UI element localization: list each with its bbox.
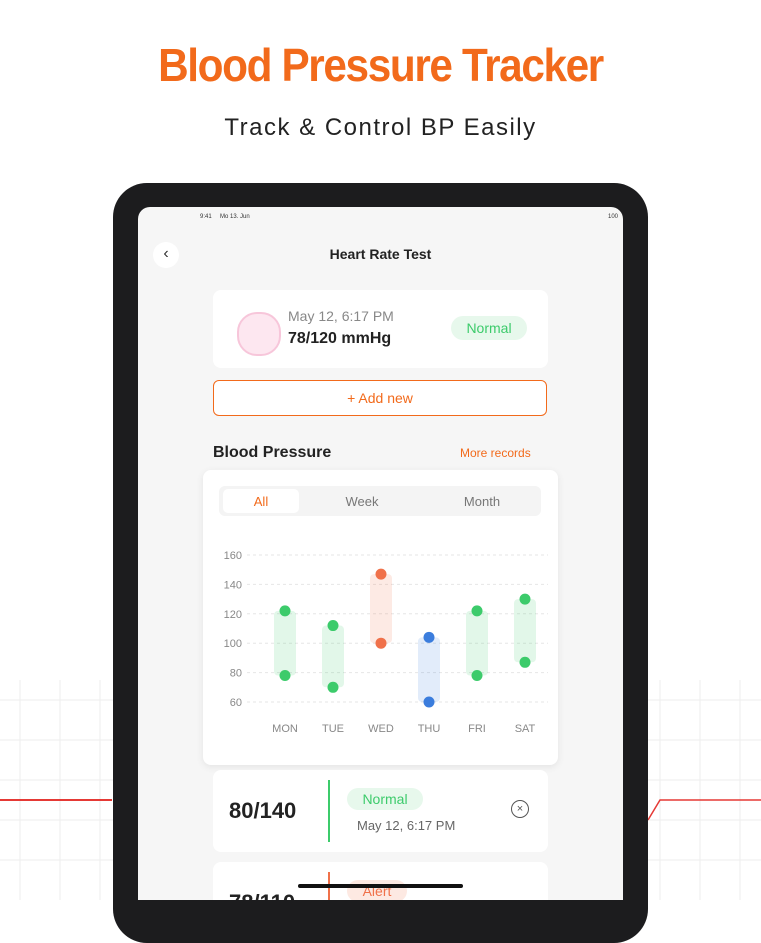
tab[interactable]: Week xyxy=(345,494,379,509)
nav-title: Heart Rate Test xyxy=(329,246,432,262)
latest-reading: 78/120 mmHg xyxy=(288,330,392,347)
y-tick-label: 120 xyxy=(224,609,242,621)
record-card: 78/110 Alert xyxy=(213,862,548,900)
range-bar xyxy=(274,610,296,676)
y-tick-label: 80 xyxy=(230,668,242,680)
tab-bar: All Week Month xyxy=(219,486,541,516)
tab[interactable]: Month xyxy=(463,494,501,509)
chart: 60 80 100 120 140 160 MON TUE WED THU FRI SAT xyxy=(224,550,548,735)
more-records[interactable]: More records xyxy=(460,446,531,460)
low-point xyxy=(471,670,483,682)
home-indicator xyxy=(298,884,463,888)
low-point xyxy=(279,670,291,682)
status-battery: 100 xyxy=(608,214,619,220)
latest-card: May 12, 6:17 PM 78/120 mmHg Normal xyxy=(213,290,548,368)
high-point xyxy=(423,631,435,643)
high-point xyxy=(471,605,483,617)
record-divider xyxy=(328,780,330,842)
x-tick-label: WED xyxy=(368,723,394,735)
x-tick-label: TUE xyxy=(322,723,344,735)
chart-card: All Week Month xyxy=(203,470,558,765)
record-card: 80/140 Normal May 12, 6:17 PM × xyxy=(213,770,548,852)
record-reading: 78/110 xyxy=(229,890,295,900)
high-point xyxy=(327,620,339,632)
range-bar xyxy=(370,574,392,644)
delete-button[interactable]: × xyxy=(511,800,529,818)
tab-highlight xyxy=(223,489,299,513)
y-tick-label: 160 xyxy=(224,550,242,562)
back-button[interactable]: ‹ xyxy=(153,242,179,268)
status-date: Mo 13. Jun xyxy=(220,214,250,220)
low-point xyxy=(327,681,339,693)
screen: 9:41 Mo 13. Jun 100 ‹ Heart Rate Test Ma… xyxy=(138,207,623,900)
latest-date: May 12, 6:17 PM xyxy=(288,308,394,324)
x-tick-label: MON xyxy=(272,723,298,735)
tab[interactable]: All xyxy=(253,494,269,509)
low-point xyxy=(423,696,435,708)
range-bar xyxy=(418,637,440,702)
record-status: Normal xyxy=(347,788,423,810)
title: Blood Pressure Tracker xyxy=(158,39,604,91)
high-point xyxy=(375,568,387,580)
subtitle: Track & Control BP Easily xyxy=(224,114,537,141)
range-bar xyxy=(514,599,536,663)
y-tick-label: 100 xyxy=(224,638,242,650)
add-button[interactable]: + Add new xyxy=(213,380,547,416)
latest-status: Normal xyxy=(451,316,527,340)
stethoscope-icon xyxy=(237,312,281,356)
record-date: May 12, 6:17 PM xyxy=(357,818,456,833)
page: {"header": {"title": "Blood Pressure Tra… xyxy=(0,39,761,943)
range-bar xyxy=(322,625,344,688)
status-time: 9:41 xyxy=(200,214,212,220)
low-point xyxy=(375,637,387,649)
high-point xyxy=(279,605,291,617)
record-status: Alert xyxy=(347,880,407,900)
y-tick-label: 60 xyxy=(230,697,242,709)
x-tick-label: FRI xyxy=(468,723,486,735)
record-reading: 80/140 xyxy=(229,798,297,823)
y-tick-label: 140 xyxy=(224,579,242,591)
x-tick-label: THU xyxy=(418,723,441,735)
range-bar xyxy=(466,610,488,676)
high-point xyxy=(519,593,531,605)
section-title: Blood Pressure xyxy=(213,444,332,461)
low-point xyxy=(519,656,531,668)
x-tick-label: SAT xyxy=(515,723,536,735)
